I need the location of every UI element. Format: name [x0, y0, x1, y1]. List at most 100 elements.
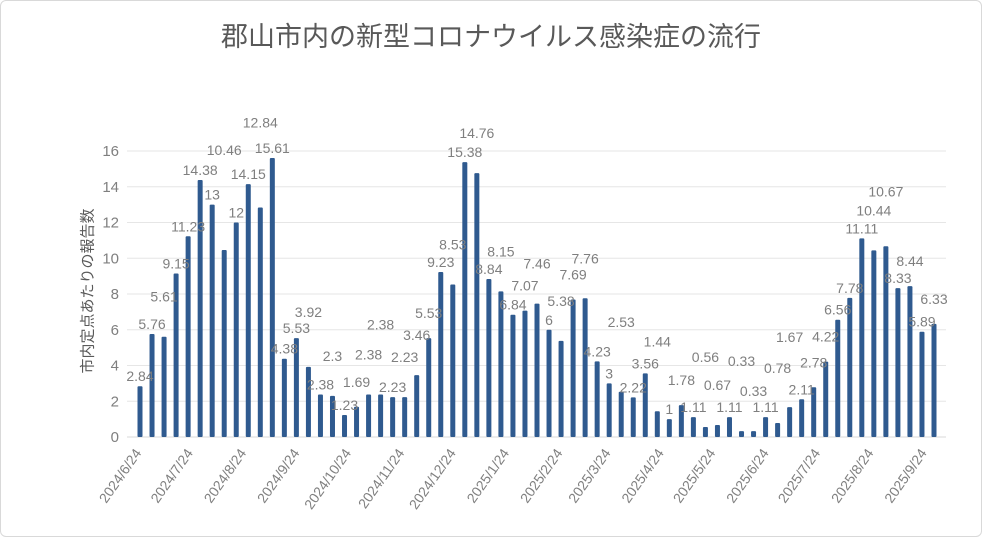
data-label: 0.33 [740, 383, 767, 399]
bar [823, 361, 829, 437]
bar [859, 238, 865, 437]
bar [630, 397, 636, 437]
data-label: 7.78 [836, 280, 863, 296]
y-tick-label: 2 [111, 393, 119, 410]
data-label: 2.23 [391, 349, 418, 365]
data-label: 3.92 [295, 304, 322, 320]
bar [594, 361, 600, 437]
bar [690, 417, 696, 437]
bar [438, 272, 444, 437]
data-label: 6.84 [499, 297, 526, 313]
bar [931, 323, 937, 437]
bar [678, 405, 684, 437]
data-label: 1.69 [343, 374, 370, 390]
data-label: 14.15 [231, 166, 266, 182]
data-label: 5.61 [150, 289, 177, 305]
data-label: 1.67 [776, 329, 803, 345]
data-label: 2.38 [307, 376, 334, 392]
data-label: 8.33 [884, 270, 911, 286]
data-label: 0.67 [704, 377, 731, 393]
data-label: 2.23 [379, 379, 406, 395]
bar [342, 415, 348, 437]
data-label: 11.23 [171, 218, 205, 234]
bar [462, 162, 468, 437]
bar [317, 394, 323, 437]
y-tick-label: 14 [102, 179, 119, 196]
bar [558, 340, 564, 437]
data-label: 9.15 [162, 255, 189, 271]
bar [642, 373, 648, 437]
data-label: 2.38 [367, 316, 394, 332]
data-label: 10.67 [868, 183, 903, 199]
data-label: 1.11 [716, 399, 742, 415]
data-label: 8.84 [475, 261, 502, 277]
bar [895, 288, 901, 437]
data-label: 15.61 [255, 140, 290, 156]
x-tick-label: 2024/9/24 [254, 445, 303, 505]
bar [787, 407, 793, 437]
data-label: 0.78 [764, 360, 791, 376]
chart-title: 郡山市内の新型コロナウイルス感染症の流行 [221, 22, 761, 53]
bar [221, 250, 227, 437]
bar [149, 334, 155, 437]
data-label: 3.46 [403, 327, 430, 343]
data-label: 2.84 [126, 368, 153, 384]
bar [269, 157, 275, 437]
data-label: 12.84 [243, 114, 278, 130]
data-label: 2.78 [800, 354, 827, 370]
data-label: 5.89 [908, 314, 935, 330]
bar [522, 310, 528, 437]
bar [450, 284, 456, 437]
bar [582, 298, 588, 437]
x-tick-label: 2024/8/24 [200, 445, 249, 505]
bar [606, 383, 612, 437]
data-label: 0.56 [692, 349, 719, 365]
bar [414, 375, 420, 437]
data-label: 7.69 [559, 267, 586, 283]
bar [739, 431, 745, 437]
y-tick-label: 8 [111, 286, 119, 303]
data-label: 7.07 [511, 278, 538, 294]
data-label: 10.46 [207, 142, 242, 158]
bar [654, 411, 660, 437]
y-tick-label: 6 [111, 322, 119, 339]
bar [402, 397, 408, 437]
data-label: 8.44 [896, 253, 923, 269]
data-label: 6.33 [920, 291, 947, 307]
bar [209, 204, 215, 437]
bar [919, 331, 925, 437]
x-tick-label: 2025/3/24 [565, 445, 614, 505]
data-label: 2.38 [355, 346, 382, 362]
data-label: 8.15 [487, 243, 514, 259]
data-label: 3.56 [632, 355, 659, 371]
x-tick-label: 2024/11/24 [355, 445, 408, 511]
data-label: 6.56 [824, 302, 851, 318]
bar [570, 299, 576, 437]
y-tick-label: 10 [102, 250, 119, 267]
bar [702, 426, 708, 437]
bar [329, 395, 335, 437]
data-label: 14.76 [459, 125, 494, 141]
bar [510, 314, 516, 437]
bar [366, 394, 372, 437]
data-label: 8.53 [439, 237, 466, 253]
data-label: 10.44 [856, 202, 891, 218]
bar [161, 336, 167, 437]
bar [811, 387, 817, 437]
data-label: 5.76 [138, 316, 165, 332]
data-label: 5.53 [283, 320, 310, 336]
bar [871, 250, 877, 437]
bar [173, 273, 179, 437]
bar [726, 417, 732, 437]
data-label: 1.11 [752, 399, 778, 415]
bar [197, 179, 203, 437]
data-label: 4.22 [812, 329, 839, 345]
data-label: 1.11 [680, 399, 706, 415]
bar [305, 366, 311, 437]
data-label: 13 [204, 187, 220, 203]
data-label: 2.53 [608, 314, 635, 330]
data-label: 7.46 [523, 256, 550, 272]
bar [799, 399, 805, 437]
